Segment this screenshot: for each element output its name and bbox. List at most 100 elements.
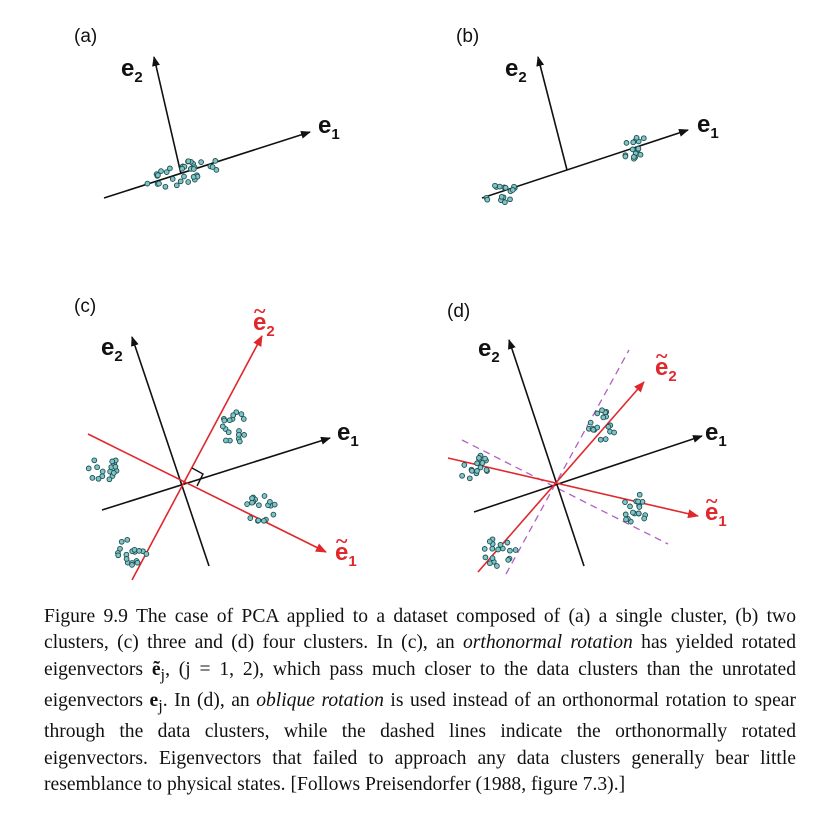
data-point xyxy=(459,472,465,479)
data-point xyxy=(474,468,480,474)
panel-a: (a) e2 e1 xyxy=(74,26,340,199)
panel-d-cluster-left xyxy=(459,452,490,482)
data-point xyxy=(476,455,482,461)
panel-c-e1-axis xyxy=(101,436,331,511)
caption-italic-orthonormal: orthonormal rotation xyxy=(462,632,633,654)
pca-figure: (a) e2 e1 (b) e2 e1 (c) e2 e1 ~ e2 ~ xyxy=(74,26,727,581)
panel-d-rotated-e2-tilde: ~ xyxy=(656,343,668,368)
data-point xyxy=(155,172,161,179)
data-point xyxy=(158,168,164,174)
data-point xyxy=(162,183,169,190)
data-point xyxy=(635,145,642,152)
caption-math-rotated-sub: j xyxy=(160,664,166,684)
panel-d-label: (d) xyxy=(447,301,470,322)
panel-c-rotated-e1-label: e1 xyxy=(335,539,357,570)
data-point xyxy=(489,545,496,552)
caption-part-1: Figure 9.9 The case of PCA applied to a … xyxy=(44,606,796,654)
panel-d-dashed-line-1 xyxy=(461,439,669,545)
data-point xyxy=(212,158,219,164)
data-point xyxy=(106,476,113,483)
data-point xyxy=(240,416,247,422)
panel-a-e2-label: e2 xyxy=(121,55,143,86)
data-point xyxy=(599,407,605,414)
data-point xyxy=(611,429,617,436)
data-point xyxy=(509,187,516,193)
data-point xyxy=(623,140,630,146)
data-point xyxy=(156,180,162,187)
data-point xyxy=(99,468,106,475)
panel-c: (c) e2 e1 ~ e2 ~ e1 xyxy=(74,296,359,581)
data-point xyxy=(181,173,187,180)
data-point xyxy=(129,562,135,568)
caption-part-4: . In (d), an xyxy=(162,690,257,712)
data-point xyxy=(627,503,633,510)
data-point xyxy=(489,555,496,561)
data-point xyxy=(622,499,628,505)
panel-c-rotated-e2-axis xyxy=(131,335,263,581)
data-point xyxy=(244,501,250,507)
data-point xyxy=(213,167,220,173)
data-point xyxy=(496,183,503,190)
panel-c-rotated-e2-label: e2 xyxy=(253,309,275,340)
panel-c-right-angle-marker xyxy=(191,467,204,487)
panel-b-e1-label: e1 xyxy=(697,111,719,142)
data-point xyxy=(270,511,277,518)
panel-a-cluster xyxy=(144,158,220,190)
panel-d-e2-label: e2 xyxy=(478,335,500,366)
data-point xyxy=(249,495,255,502)
data-point xyxy=(623,516,629,523)
panel-d-rotated-e1-axis xyxy=(447,457,699,519)
data-point xyxy=(486,538,493,545)
data-point xyxy=(169,176,176,182)
panel-a-e2-axis xyxy=(152,56,182,175)
data-point xyxy=(630,509,636,516)
data-point xyxy=(512,547,519,553)
data-point xyxy=(494,563,500,569)
panel-a-e1-axis xyxy=(103,130,311,199)
data-point xyxy=(461,462,468,468)
data-point xyxy=(143,551,150,557)
data-point xyxy=(236,438,243,445)
data-point xyxy=(241,432,247,438)
data-point xyxy=(91,457,98,464)
data-point xyxy=(110,470,117,476)
figure-caption: Figure 9.9 The case of PCA applied to a … xyxy=(44,604,796,799)
data-point xyxy=(469,467,475,474)
panel-c-e2-axis xyxy=(131,336,210,567)
data-point xyxy=(630,139,637,146)
data-point xyxy=(482,554,489,561)
caption-math-sub: j xyxy=(158,696,163,716)
data-point xyxy=(640,135,647,142)
data-point xyxy=(177,178,184,185)
data-point xyxy=(629,146,636,153)
data-point xyxy=(507,547,513,554)
data-point xyxy=(144,180,151,187)
data-point xyxy=(223,437,229,444)
data-point xyxy=(235,431,242,438)
data-point xyxy=(477,464,484,471)
data-point xyxy=(636,491,643,498)
data-point xyxy=(185,158,192,165)
panel-d-rotated-e2-axis xyxy=(477,381,645,573)
panel-c-e1-label: e1 xyxy=(337,419,359,450)
panel-d-rotated-e1-label: e1 xyxy=(705,499,727,530)
data-point xyxy=(267,498,273,505)
data-point xyxy=(255,517,262,524)
data-point xyxy=(497,541,504,548)
data-point xyxy=(190,166,197,172)
panel-d-rotated-e2-label: e2 xyxy=(655,354,677,385)
data-point xyxy=(602,436,609,442)
panel-b-e2-axis xyxy=(536,56,568,171)
data-point xyxy=(85,465,92,472)
data-point xyxy=(635,498,641,505)
data-point xyxy=(118,538,125,545)
data-point xyxy=(89,475,96,481)
data-point xyxy=(230,412,237,419)
data-point xyxy=(225,429,232,436)
data-point xyxy=(483,467,490,473)
panel-d-cluster-upper xyxy=(586,407,617,443)
data-point xyxy=(179,165,185,172)
data-point xyxy=(498,193,505,200)
panel-d-cluster-right xyxy=(622,491,649,525)
data-point xyxy=(198,159,204,165)
